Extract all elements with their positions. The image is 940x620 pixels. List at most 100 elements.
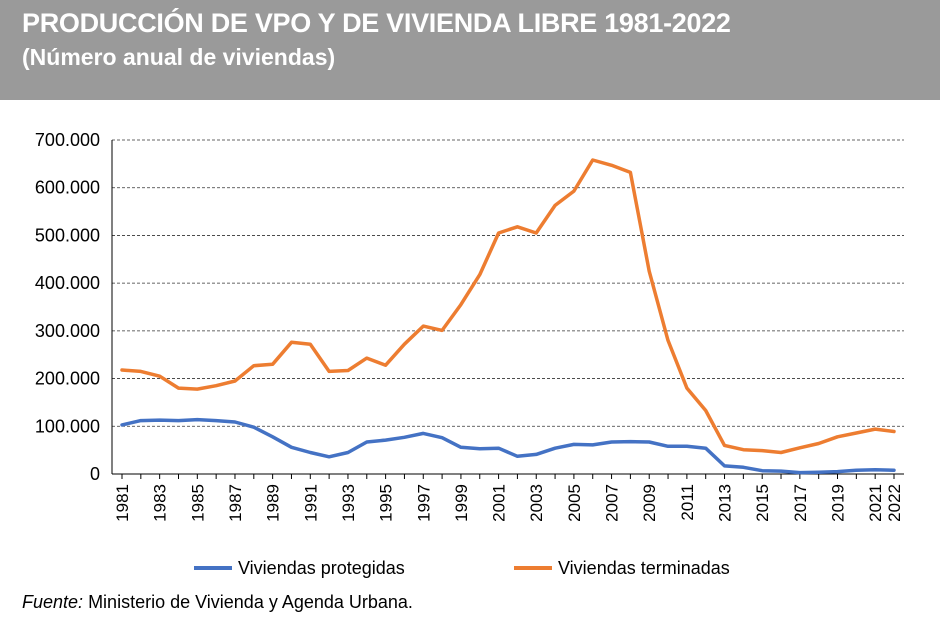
- data-point: [629, 171, 632, 174]
- data-point: [478, 447, 481, 450]
- data-point: [252, 364, 255, 367]
- x-tick-label: 2017: [791, 484, 810, 522]
- data-point: [836, 435, 839, 438]
- data-point: [309, 451, 312, 454]
- data-point: [893, 469, 896, 472]
- data-point: [685, 445, 688, 448]
- data-point: [704, 447, 707, 450]
- data-point: [761, 469, 764, 472]
- data-point: [497, 232, 500, 235]
- data-point: [497, 447, 500, 450]
- data-point: [365, 441, 368, 444]
- data-point: [177, 387, 180, 390]
- data-point: [572, 443, 575, 446]
- data-point: [346, 369, 349, 372]
- data-point: [742, 466, 745, 469]
- legend-label: Viviendas terminadas: [558, 558, 730, 578]
- data-point: [648, 441, 651, 444]
- y-tick-label: 100.000: [35, 416, 100, 436]
- data-point: [798, 446, 801, 449]
- x-tick-label: 2021: [866, 484, 885, 522]
- x-tick-label: 1999: [452, 484, 471, 522]
- y-tick-label: 0: [90, 464, 100, 484]
- data-point: [233, 379, 236, 382]
- x-tick-label: 1981: [113, 484, 132, 522]
- data-point: [158, 419, 161, 422]
- x-tick-label: 1997: [414, 484, 433, 522]
- data-point: [478, 273, 481, 276]
- data-point: [215, 419, 218, 422]
- data-point: [271, 435, 274, 438]
- data-point: [196, 388, 199, 391]
- data-point: [667, 339, 670, 342]
- legend: Viviendas protegidas Viviendas terminadas: [194, 558, 730, 578]
- x-tick-label: 2013: [716, 484, 735, 522]
- data-point: [780, 451, 783, 454]
- x-tick-label: 2009: [640, 484, 659, 522]
- x-tick-label: 2007: [603, 484, 622, 522]
- data-point: [817, 442, 820, 445]
- data-point: [893, 430, 896, 433]
- data-point: [290, 446, 293, 449]
- data-point: [516, 455, 519, 458]
- data-point: [742, 448, 745, 451]
- chart-title: PRODUCCIÓN DE VPO Y DE VIVIENDA LIBRE 19…: [22, 8, 731, 38]
- data-point: [591, 159, 594, 162]
- data-point: [836, 470, 839, 473]
- x-tick-label: 1989: [264, 484, 283, 522]
- data-point: [610, 164, 613, 167]
- data-point: [723, 444, 726, 447]
- y-tick-label: 600.000: [35, 178, 100, 198]
- data-point: [328, 370, 331, 373]
- data-point: [572, 190, 575, 193]
- data-point: [554, 447, 557, 450]
- data-point: [629, 440, 632, 443]
- source-note: Fuente: Ministerio de Vivienda y Agenda …: [22, 592, 413, 613]
- data-point: [667, 445, 670, 448]
- x-tick-label: 1993: [339, 484, 358, 522]
- data-point: [459, 303, 462, 306]
- y-tick-label: 200.000: [35, 369, 100, 389]
- data-point: [346, 451, 349, 454]
- data-point: [648, 270, 651, 273]
- y-tick-label: 400.000: [35, 273, 100, 293]
- data-point: [855, 431, 858, 434]
- data-point: [139, 370, 142, 373]
- data-point: [441, 436, 444, 439]
- data-point: [422, 325, 425, 328]
- data-point: [177, 419, 180, 422]
- data-point: [780, 470, 783, 473]
- data-point: [441, 329, 444, 332]
- data-point: [328, 455, 331, 458]
- data-point: [516, 225, 519, 228]
- data-point: [554, 204, 557, 207]
- x-tick-label: 2003: [527, 484, 546, 522]
- data-point: [215, 384, 218, 387]
- data-point: [384, 439, 387, 442]
- x-tick-label: 1995: [377, 484, 396, 522]
- data-point: [365, 357, 368, 360]
- x-tick-label: 2019: [829, 484, 848, 522]
- y-tick-label: 700.000: [35, 130, 100, 150]
- data-point: [535, 232, 538, 235]
- x-axis-tick-labels: 1981 1983 1985 1987 1989 1991 1993 1995 1997 1999…: [113, 484, 904, 522]
- y-axis-tick-labels: 0 100.000 200.000 300.000 400.000 500.000 600.…: [35, 130, 100, 484]
- data-point: [535, 453, 538, 456]
- x-tick-label: 2005: [565, 484, 584, 522]
- x-tick-label: 1991: [301, 484, 320, 522]
- source-text: Ministerio de Vivienda y Agenda Urbana.: [88, 592, 413, 612]
- data-point: [290, 341, 293, 344]
- data-point: [855, 469, 858, 472]
- series-line-1: [120, 417, 896, 475]
- series-lines: [120, 158, 896, 475]
- data-point: [704, 409, 707, 412]
- data-point: [874, 428, 877, 431]
- data-point: [723, 464, 726, 467]
- x-tick-label: 2022: [885, 484, 904, 522]
- x-tick-label: 1983: [151, 484, 170, 522]
- x-tick-label: 2015: [753, 484, 772, 522]
- data-point: [459, 446, 462, 449]
- axes: [111, 140, 904, 479]
- data-point: [309, 343, 312, 346]
- data-point: [874, 468, 877, 471]
